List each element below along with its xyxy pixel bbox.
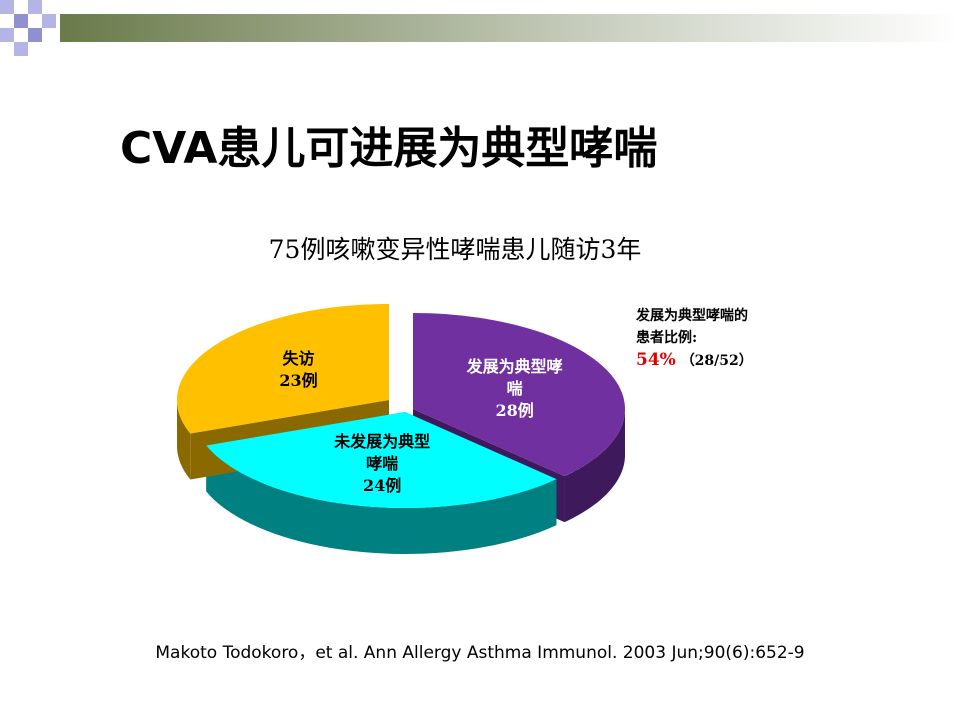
- slice-wall: [564, 409, 625, 523]
- title: CVA患儿可进展为典型哮喘: [120, 123, 658, 174]
- header-bar: [60, 14, 960, 42]
- annotation-text: 发展为典型哮喘的患者比例:: [636, 308, 748, 346]
- value-label: 23例: [279, 370, 318, 390]
- slice-label: 发展为典型哮喘 28例: [467, 356, 563, 422]
- decor: [14, 42, 28, 56]
- value-label: 28例: [495, 400, 534, 420]
- value-label: 24例: [362, 475, 402, 495]
- slice-label: 失访 23例: [250, 348, 346, 392]
- annotation-highlight: 54%: [636, 350, 676, 370]
- decor: [0, 28, 14, 42]
- slice: [413, 313, 625, 477]
- slice-wall: [206, 445, 557, 554]
- decor: [0, 0, 14, 14]
- category-label: 未发展为典型哮喘: [334, 431, 431, 473]
- annotation: 发展为典型哮喘的患者比例: 54% （28/52）: [636, 305, 786, 372]
- slice: [177, 304, 389, 434]
- category-label: 发展为典型哮喘: [466, 356, 563, 398]
- category-label: 失访: [282, 348, 315, 368]
- decor: [28, 0, 42, 14]
- pie: [177, 304, 625, 554]
- decor: [42, 14, 56, 28]
- slice-wall: [177, 400, 191, 480]
- annotation-detail: （28/52）: [680, 353, 753, 369]
- slice: [206, 412, 557, 508]
- decor: [14, 14, 28, 28]
- decor: [28, 28, 42, 42]
- slice-label: 未发展为典型哮喘 24例: [334, 431, 430, 497]
- subtitle: 75例咳嗽变异性哮喘患儿随访3年: [268, 235, 642, 264]
- citation: Makoto Todokoro，et al. Ann Allergy Asthm…: [155, 643, 805, 663]
